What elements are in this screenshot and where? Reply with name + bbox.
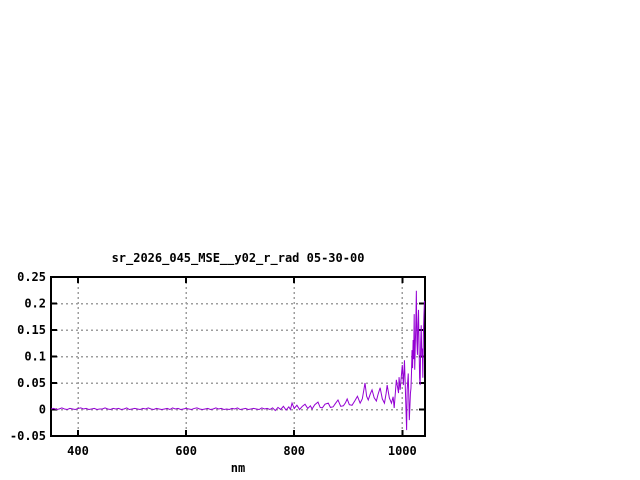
- grid-lines: [51, 277, 425, 436]
- y-tick-label: 0: [39, 403, 46, 417]
- y-tick-label: 0.05: [17, 376, 46, 390]
- axis-ticks: [51, 276, 425, 437]
- y-tick-label: 0.1: [24, 350, 46, 364]
- y-tick-label: 0.25: [17, 270, 46, 284]
- spectral-series-line: [50, 290, 425, 431]
- x-tick-label: 400: [67, 444, 89, 458]
- y-tick-label: 0.15: [17, 323, 46, 337]
- x-tick-label: 1000: [388, 444, 417, 458]
- chart-title: sr_2026_045_MSE__y02_r_rad 05-30-00: [112, 251, 365, 266]
- x-axis-label: nm: [231, 461, 245, 475]
- x-tick-label: 800: [283, 444, 305, 458]
- axis-tick-labels: 400 600 800 1000 -0.05 0 0.05 0.1 0.15 0.2 0.25: [10, 270, 417, 458]
- y-tick-label: -0.05: [10, 429, 46, 443]
- y-tick-label: 0.2: [24, 297, 46, 311]
- x-tick-label: 600: [175, 444, 197, 458]
